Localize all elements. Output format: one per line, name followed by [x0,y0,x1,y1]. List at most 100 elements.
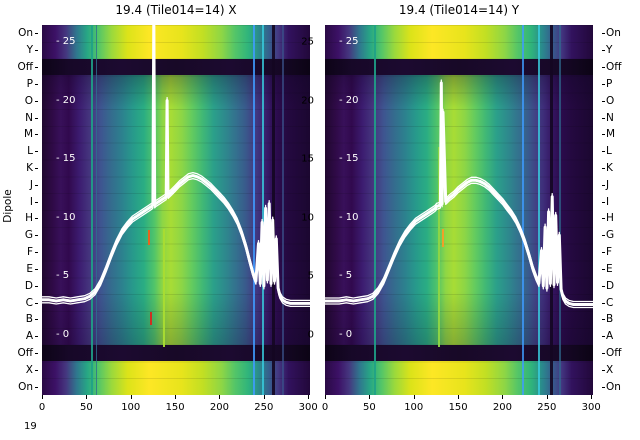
dipole-label: On [18,380,33,393]
dipole-label: M [23,128,33,141]
dipole-label: A [606,330,614,343]
dipole-label: L [606,145,612,158]
dipole-label: H [25,212,33,225]
dipole-tick [602,235,605,237]
dipole-label: E [26,262,33,275]
dipole-tick [35,285,38,287]
dipole-tick [602,285,605,287]
x-tick [413,395,415,399]
dipole-label: F [26,246,33,259]
x-tick [325,395,326,399]
dipole-tick [602,352,605,354]
dipole-tick [602,134,605,136]
x-tick [591,395,593,399]
x-tick-label: 300 [581,402,601,413]
heatmap-row-band [42,25,310,59]
x-tick-label: 150 [165,402,185,413]
inner-power-label: - 20 [339,94,359,106]
dipole-label: O [24,94,33,107]
dipole-tick [602,386,605,388]
heatmap-accent-line [90,25,93,395]
dipole-tick [602,184,605,186]
heatmap-accent-line [148,230,151,246]
dipole-tick [602,369,605,371]
dipole-tick [35,302,38,304]
heatmap-accent-line [262,25,265,395]
heatmap-accent-line [162,228,165,347]
x-tick-label: 250 [254,402,274,413]
plot-title-x: 19.4 (Tile014=14) X [115,3,237,17]
dipole-label: F [606,246,613,259]
x-tick-label: 50 [79,402,93,413]
heatmap-plot-x: - 25 - 20 - 15 - 10 - 5 - 0 [42,25,310,395]
dipole-tick [602,67,605,69]
inner-power-label: - 0 [339,329,353,340]
dipole-label: Off [17,346,34,359]
x-tick-label: 100 [121,402,141,413]
heatmap-accent-line [282,25,285,395]
inner-power-label: - 10 [339,211,359,223]
heatmap-accent-line [437,147,440,347]
dipole-label: I [29,195,33,208]
dipole-label: N [25,111,33,124]
dipole-label: A [25,330,33,343]
dipole-label: K [26,161,33,174]
dipole-tick [35,218,38,220]
dipole-tick [35,319,38,321]
dipole-tick [35,184,38,186]
x-tick [175,395,177,399]
dipole-tick [602,151,605,153]
x-tick [219,395,221,399]
x-tick-label: 0 [38,402,46,413]
dipole-tick [35,117,38,119]
dipole-tick [602,83,605,85]
dipole-label: Off [606,346,622,359]
dipole-tick [35,386,38,388]
dipole-tick [602,33,605,35]
dipole-label: On [606,380,621,393]
x-tick [458,395,460,399]
heatmap-accent-line [558,25,561,395]
x-axis-left: 0 50 100 150 200 250 300 [38,401,318,415]
dipole-label: K [606,161,613,174]
dipole-label: D [606,279,615,292]
dipole-tick [602,336,605,338]
dipole-tick [35,167,38,169]
dipole-tick [35,83,38,85]
x-tick [86,395,88,399]
x-tick-label: 150 [448,402,468,413]
power-tick-label: 0 [307,329,314,341]
dipole-label: C [606,296,614,309]
x-tick [369,395,371,399]
x-axis-right: 0 50 100 150 200 250 300 [322,401,601,415]
power-tick-label: 10 [301,212,314,224]
dipole-tick [602,201,605,203]
dipole-label: X [606,363,614,376]
x-tick-label: 300 [298,402,318,413]
x-tick-label: 200 [492,402,513,413]
dipole-label: Off [606,61,622,74]
x-tick [502,395,504,399]
heatmap-accent-line [96,25,98,395]
dipole-tick [35,369,38,371]
dipole-tick [35,252,38,254]
inner-power-label: - 25 [339,36,359,47]
dipole-label: G [24,229,33,242]
dipole-label: P [606,77,613,90]
heatmap-row-band [42,344,310,362]
bandpass-curve [42,25,310,308]
dipole-tick [602,268,605,270]
power-axis-ticks: 25 20 15 10 5 0 [288,25,314,395]
dipole-label: Y [606,44,613,57]
dipole-tick [35,235,38,237]
heatmap-row-band [42,361,310,395]
dipole-tick [602,50,605,52]
dipole-label: Y [26,44,33,57]
dipole-tick [35,201,38,203]
inner-power-label: - 5 [56,270,70,282]
power-tick-label: 5 [307,270,314,282]
inner-power-label: - 15 [56,153,76,165]
dipole-label: X [25,363,33,376]
dipole-tick [35,100,38,102]
x-tick [546,395,548,399]
